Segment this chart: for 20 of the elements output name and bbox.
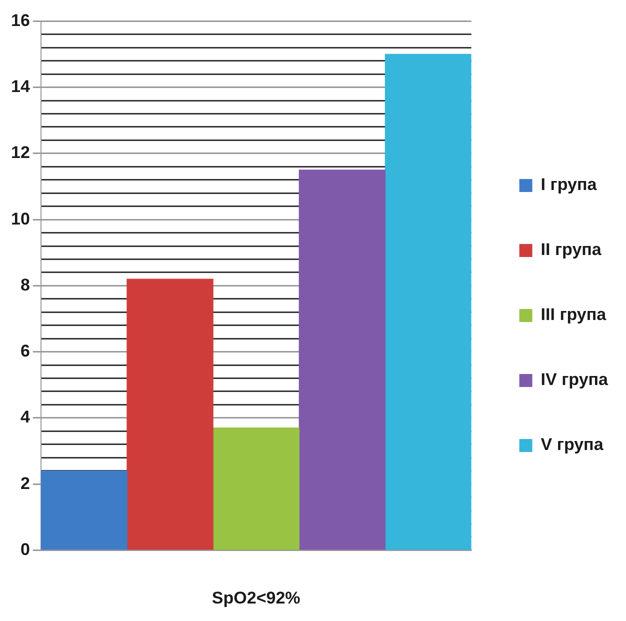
y-tick-label: 14 <box>10 77 30 96</box>
y-tick-label: 16 <box>10 10 30 30</box>
y-tick-label: 8 <box>20 275 30 294</box>
y-tick-label: 10 <box>10 209 30 228</box>
y-tick-label: 12 <box>10 143 30 162</box>
bar <box>384 54 472 550</box>
y-tick-label: 0 <box>20 540 30 559</box>
legend-label: IV група <box>540 370 609 390</box>
x-axis-title: SpO2<92% <box>212 588 300 608</box>
y-tick-label: 4 <box>20 408 30 427</box>
y-tick-label: 2 <box>20 474 30 493</box>
legend-label: II група <box>540 240 602 260</box>
legend-label: I група <box>540 175 598 194</box>
legend-label: III група <box>540 305 607 324</box>
bar <box>212 428 300 550</box>
y-tick-label: 6 <box>20 342 30 361</box>
legend-label: V група <box>540 435 604 454</box>
bar <box>40 470 128 550</box>
bar <box>298 170 386 550</box>
bar <box>126 278 214 550</box>
